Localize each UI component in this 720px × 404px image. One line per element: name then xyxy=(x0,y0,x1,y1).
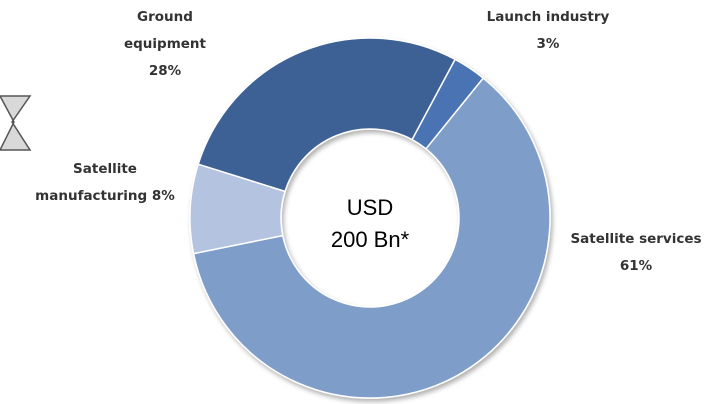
value-label: 61% xyxy=(619,258,653,274)
category-name: Satellite manufacturing xyxy=(35,161,148,204)
center-text: 200 Bn* xyxy=(331,227,410,252)
donut xyxy=(189,37,551,399)
value-label: 28% xyxy=(148,63,182,79)
slice-label: Launch industry 3% xyxy=(468,4,628,58)
donut-wedge xyxy=(192,77,551,399)
category-name: Launch industry xyxy=(486,9,610,25)
slice-label: Satellite services 61% xyxy=(556,226,716,280)
category-name: Satellite services xyxy=(570,231,702,247)
slice-label: Satellite manufacturing 8% xyxy=(30,156,180,210)
donut-wedge xyxy=(197,37,457,193)
value-label: 8% xyxy=(151,188,175,204)
center-text: USD xyxy=(347,195,393,220)
value-label: 3% xyxy=(536,36,560,52)
slice-label: Ground equipment 28% xyxy=(110,4,220,85)
category-name: Ground equipment xyxy=(123,9,206,52)
arrow-decoration xyxy=(0,95,32,151)
